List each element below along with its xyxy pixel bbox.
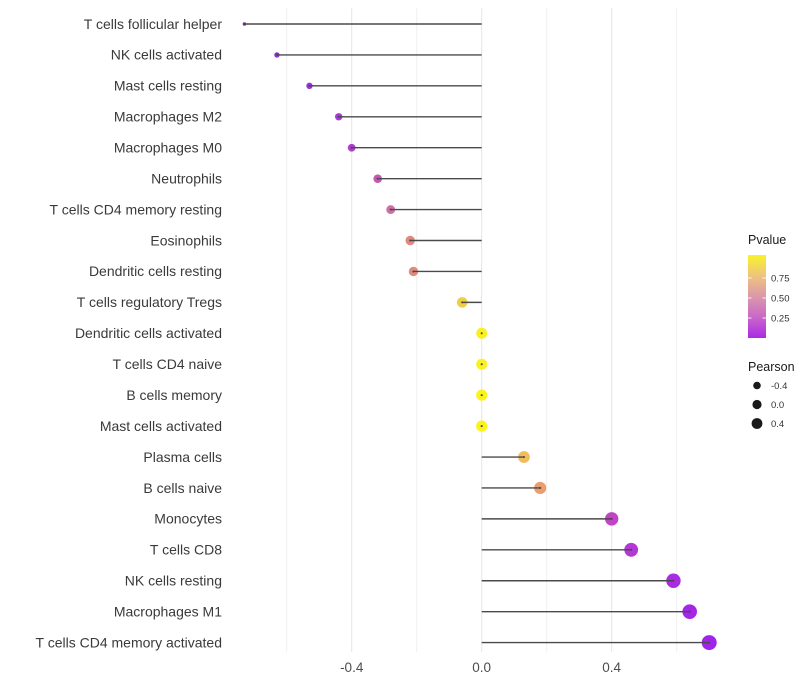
stem-cap bbox=[480, 425, 483, 428]
row-label: Plasma cells bbox=[143, 449, 222, 465]
pvalue-colorbar bbox=[748, 255, 766, 338]
stem-cap bbox=[409, 239, 412, 242]
row-label: T cells follicular helper bbox=[84, 16, 223, 32]
row-label: Mast cells resting bbox=[114, 78, 222, 94]
row-label: NK cells resting bbox=[125, 573, 222, 589]
row-label: Macrophages M1 bbox=[114, 603, 222, 619]
stem-cap bbox=[308, 84, 311, 87]
stem-cap bbox=[539, 486, 542, 490]
row-label: Dendritic cells resting bbox=[89, 263, 222, 279]
stem-cap bbox=[522, 455, 525, 459]
stem-cap bbox=[480, 394, 483, 397]
row-label: T cells CD4 naive bbox=[113, 356, 223, 372]
pvalue-tick-label: 0.75 bbox=[771, 273, 790, 284]
pearson-size-label: 0.0 bbox=[771, 400, 784, 411]
stem-cap bbox=[389, 208, 392, 211]
x-axis-tick-label: 0.0 bbox=[472, 660, 491, 675]
stem-cap bbox=[350, 146, 353, 149]
row-label: Macrophages M2 bbox=[114, 109, 222, 125]
stem-cap bbox=[480, 332, 483, 335]
stem-cap bbox=[376, 177, 379, 180]
stem-cap bbox=[461, 301, 464, 304]
stem-cap bbox=[412, 270, 415, 273]
row-label: Dendritic cells activated bbox=[75, 325, 222, 341]
pvalue-tick-label: 0.25 bbox=[771, 313, 790, 324]
row-label: Mast cells activated bbox=[100, 418, 222, 434]
pvalue-legend-title: Pvalue bbox=[748, 233, 786, 247]
row-label: B cells naive bbox=[143, 480, 222, 496]
row-label: T cells CD4 memory resting bbox=[50, 201, 222, 217]
row-label: T cells CD4 memory activated bbox=[36, 634, 222, 650]
x-axis-tick-label: 0.4 bbox=[602, 660, 621, 675]
pearson-size-dot bbox=[753, 381, 761, 390]
pearson-legend-title: Pearson bbox=[748, 360, 795, 374]
stem-cap bbox=[630, 548, 633, 551]
row-label: Eosinophils bbox=[150, 232, 222, 248]
stem-cap bbox=[337, 115, 340, 118]
stem-cap bbox=[275, 53, 279, 56]
stem-cap bbox=[688, 610, 691, 613]
pearson-size-label: 0.4 bbox=[771, 419, 784, 430]
stem-cap bbox=[672, 579, 675, 582]
pearson-size-label: -0.4 bbox=[771, 381, 787, 392]
x-axis-tick-label: -0.4 bbox=[340, 660, 364, 675]
row-label: NK cells activated bbox=[111, 47, 222, 63]
stem-cap bbox=[708, 641, 711, 644]
stem-cap bbox=[610, 517, 613, 520]
stem-cap bbox=[243, 22, 246, 26]
row-label: T cells CD8 bbox=[150, 542, 222, 558]
row-label: Neutrophils bbox=[151, 170, 222, 186]
pearson-size-dot bbox=[752, 399, 762, 410]
pvalue-tick-label: 0.50 bbox=[771, 293, 790, 304]
row-label: B cells memory bbox=[126, 387, 222, 403]
row-label: T cells regulatory Tregs bbox=[77, 294, 222, 310]
row-label: Monocytes bbox=[154, 511, 222, 527]
row-label: Macrophages M0 bbox=[114, 140, 222, 156]
stem-cap bbox=[480, 363, 483, 366]
pearson-size-dot bbox=[751, 418, 763, 429]
